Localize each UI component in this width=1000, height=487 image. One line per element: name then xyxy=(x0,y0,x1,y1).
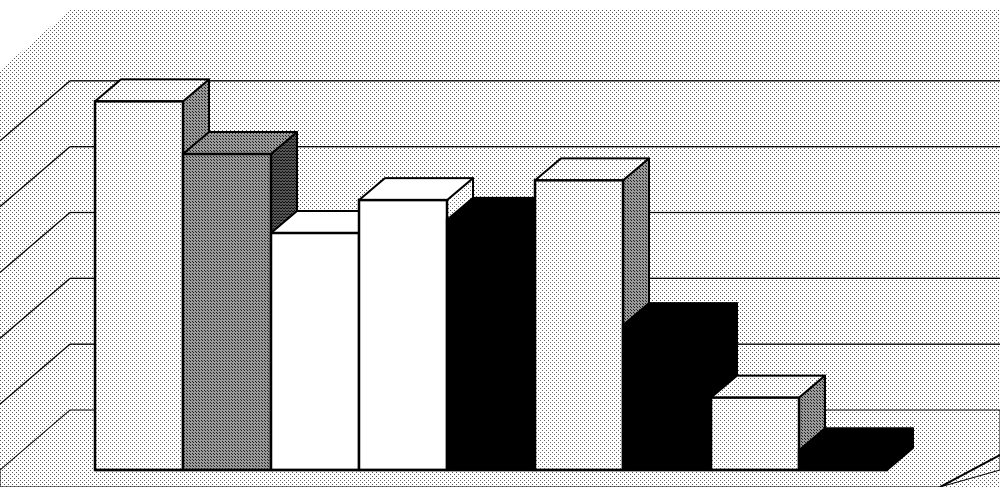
floor-edge-line xyxy=(939,454,1000,487)
bar-front xyxy=(269,231,361,472)
bar-front xyxy=(93,100,185,472)
bar xyxy=(797,427,914,472)
bar-front xyxy=(181,152,273,472)
gridline-diagonal xyxy=(0,277,71,339)
bar-front xyxy=(709,396,801,472)
bar-front xyxy=(621,323,713,472)
bar-front xyxy=(797,449,889,472)
bar-front xyxy=(357,198,449,472)
gridline-diagonal xyxy=(0,212,71,273)
gridline-diagonal xyxy=(0,80,71,142)
bar-front xyxy=(445,218,537,472)
gridline-diagonal xyxy=(0,146,71,208)
gridline-diagonal xyxy=(0,343,71,405)
bar-front xyxy=(533,179,625,472)
